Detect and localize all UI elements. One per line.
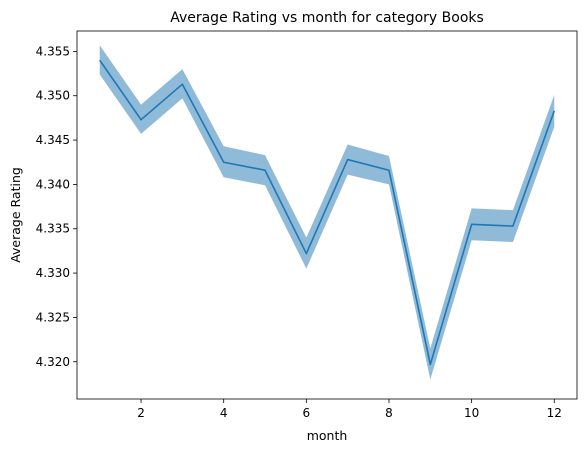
chart-title: Average Rating vs month for category Boo… — [170, 10, 484, 26]
confidence-band — [100, 45, 555, 379]
data-point — [347, 159, 349, 161]
data-point — [430, 364, 432, 366]
y-tick-label: 4.350 — [36, 89, 70, 103]
x-tick-label: 8 — [385, 406, 393, 420]
x-tick-label: 10 — [464, 406, 479, 420]
data-point — [553, 110, 555, 112]
y-tick-label: 4.355 — [36, 44, 70, 58]
x-tick-label: 12 — [547, 406, 562, 420]
data-point — [388, 169, 390, 171]
plot-area — [99, 45, 555, 379]
x-tick-label: 2 — [137, 406, 145, 420]
data-point — [471, 224, 473, 226]
y-tick-label: 4.335 — [36, 222, 70, 236]
data-point — [140, 119, 142, 121]
y-tick-label: 4.320 — [36, 355, 70, 369]
y-tick-label: 4.345 — [36, 133, 70, 147]
y-tick-label: 4.340 — [36, 177, 70, 191]
data-point — [512, 225, 514, 227]
x-tick-label: 4 — [220, 406, 228, 420]
data-point — [306, 253, 308, 255]
y-axis-ticks: 4.320 4.325 4.330 4.335 4.340 4.345 4.350 4.355 — [36, 44, 77, 368]
data-point — [264, 169, 266, 171]
data-point — [182, 83, 184, 85]
y-tick-label: 4.330 — [36, 266, 70, 280]
x-axis-ticks: 2 4 6 8 10 12 — [137, 399, 562, 420]
y-axis-label: Average Rating — [8, 167, 23, 263]
y-tick-label: 4.325 — [36, 310, 70, 324]
x-tick-label: 6 — [303, 406, 311, 420]
data-point — [223, 161, 225, 163]
x-axis-label: month — [307, 428, 348, 443]
data-point — [99, 59, 101, 61]
